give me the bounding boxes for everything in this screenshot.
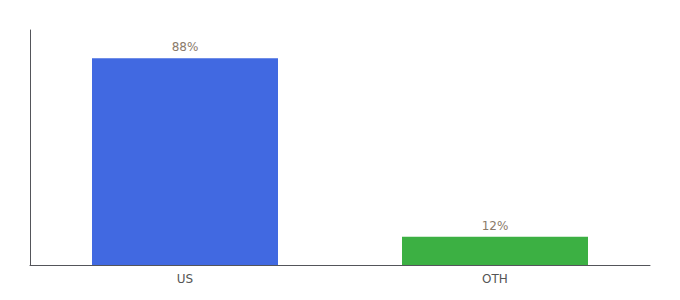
svg-text:OTH: OTH: [482, 272, 508, 286]
svg-text:88%: 88%: [172, 40, 199, 54]
svg-text:12%: 12%: [482, 219, 509, 233]
svg-text:US: US: [177, 272, 193, 286]
